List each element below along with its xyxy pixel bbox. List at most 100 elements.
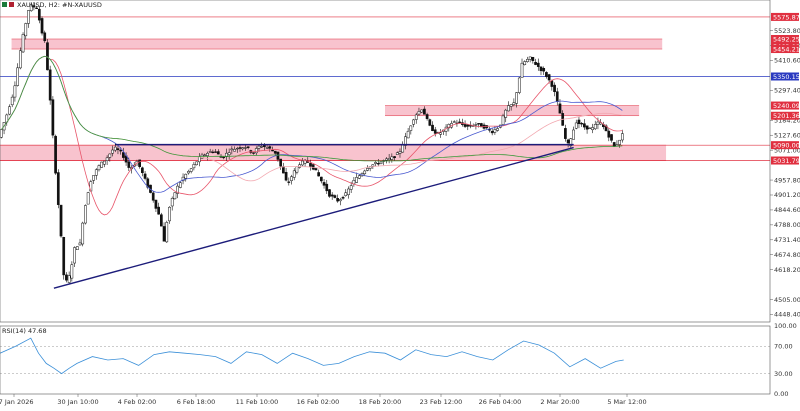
candle-body (252, 152, 255, 154)
candle-body (48, 69, 52, 101)
candle-body (154, 199, 158, 209)
candle-body (542, 67, 546, 72)
candle-body (534, 61, 537, 65)
x-tick-label: 5 Mar 12:00 (607, 398, 646, 406)
candle-body (279, 158, 283, 167)
candle-body (515, 92, 518, 104)
candle-body (344, 192, 348, 196)
candle-body (225, 152, 228, 157)
candle-body (78, 242, 82, 246)
candle-body (398, 151, 402, 154)
candle-body (523, 61, 527, 65)
candle-body (474, 124, 478, 126)
candle-body (564, 128, 567, 139)
y-tick-label: 4505.00 (774, 296, 800, 304)
candle-body (553, 84, 556, 93)
candle-body (539, 66, 543, 72)
candle-body (265, 147, 269, 149)
candle-body (189, 168, 193, 172)
price-label: 5575.87 (773, 13, 800, 21)
candle-body (328, 189, 331, 197)
candle-body (620, 133, 624, 141)
sell-icon[interactable] (9, 2, 14, 7)
candle-body (547, 74, 551, 81)
y-tick-label: 5523.80 (774, 27, 800, 35)
candle-body (447, 124, 451, 129)
candle-body (157, 206, 160, 215)
candle-body (271, 149, 274, 152)
candle-body (341, 196, 345, 199)
candle-body (287, 181, 291, 183)
price-label: 5454.21 (773, 45, 800, 53)
candle-body (493, 129, 497, 133)
candle-body (466, 124, 470, 127)
candle-body (181, 176, 185, 182)
x-tick-label: 23 Feb 12:00 (420, 398, 463, 406)
candle-body (439, 132, 443, 135)
candle-body (433, 129, 437, 134)
buy-icon[interactable] (2, 2, 7, 7)
candle-body (330, 194, 334, 197)
candle-body (488, 129, 491, 131)
candle-body (51, 99, 55, 136)
price-label-box (771, 45, 799, 54)
candle-body (349, 185, 353, 190)
indicator-label: #N-XAUUSD (62, 1, 102, 9)
candle-body (536, 62, 540, 67)
candle-body (233, 149, 236, 152)
candle-body (572, 129, 575, 140)
candle-body (176, 185, 179, 194)
candle-body (507, 105, 510, 112)
candle-body (352, 180, 356, 185)
candle-body (319, 176, 323, 182)
header: XAUUSD, H2: #N-XAUUSD (2, 1, 102, 9)
candle-body (195, 161, 198, 166)
candle-body (390, 156, 394, 160)
rsi-y-tick-label: 70.00 (774, 343, 793, 351)
price-label-box (771, 111, 799, 120)
candle-body (295, 166, 299, 173)
price-label: 5090.00 (773, 142, 800, 150)
candle-body (333, 195, 337, 198)
candle-body (526, 59, 529, 62)
candle-body (610, 134, 613, 141)
candle-body (366, 168, 369, 171)
candle-body (490, 131, 494, 134)
x-tick-label: 26 Feb 04:00 (479, 398, 522, 406)
rsi-y-tick-label: 0.00 (774, 390, 788, 398)
x-tick-label: 4 Feb 02:00 (118, 398, 157, 406)
candle-body (24, 23, 28, 37)
candle-body (103, 160, 106, 165)
y-tick-label: 4618.20 (774, 266, 800, 274)
price-label-box (771, 141, 799, 150)
candle-body (241, 147, 245, 150)
candle-body (238, 147, 242, 149)
candle-body (151, 192, 155, 201)
candle-body (35, 7, 38, 10)
candle-body (10, 96, 14, 106)
candle-body (105, 157, 109, 161)
candle-body (203, 154, 207, 156)
candle-body (452, 121, 456, 123)
symbol-label: XAUUSD, H2: (17, 1, 60, 9)
candle-body (404, 136, 407, 146)
candle-body (170, 198, 174, 207)
candle-body (585, 125, 589, 130)
candle-body (0, 129, 3, 138)
candle-body (222, 156, 226, 159)
rsi-y-tick-label: 100.00 (774, 322, 797, 330)
candle-body (65, 274, 68, 281)
candle-body (116, 148, 120, 151)
candle-body (298, 164, 301, 168)
sr-zone-1 (385, 105, 640, 116)
candle-body (8, 106, 11, 115)
candle-body (363, 170, 367, 175)
candle-body (84, 205, 87, 224)
candle-body (357, 175, 361, 179)
y-tick-label: 4674.80 (774, 251, 800, 259)
candle-body (282, 166, 285, 174)
candle-body (32, 5, 36, 8)
candle-body (309, 163, 312, 167)
candle-body (531, 56, 535, 61)
candle-body (235, 147, 239, 150)
